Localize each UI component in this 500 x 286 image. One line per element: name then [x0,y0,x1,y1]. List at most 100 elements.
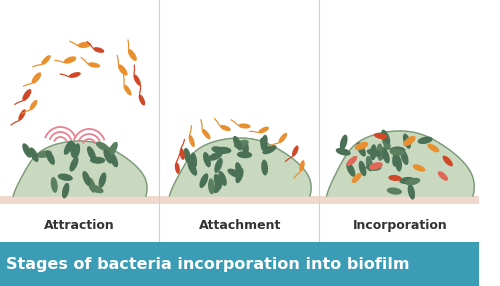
Bar [0,242,480,286]
Ellipse shape [258,127,269,133]
Ellipse shape [18,109,26,121]
Ellipse shape [388,175,402,181]
Ellipse shape [236,168,244,183]
Ellipse shape [110,152,118,167]
Ellipse shape [358,161,366,176]
Ellipse shape [442,156,453,166]
Ellipse shape [203,152,211,167]
Ellipse shape [32,72,42,84]
Ellipse shape [128,49,137,61]
Ellipse shape [70,157,78,172]
Ellipse shape [370,144,377,160]
Ellipse shape [64,140,73,155]
Ellipse shape [64,56,76,64]
Ellipse shape [212,146,226,154]
Ellipse shape [428,144,440,152]
Ellipse shape [299,160,304,172]
Ellipse shape [188,135,195,147]
Ellipse shape [214,174,222,189]
Ellipse shape [376,144,383,160]
Ellipse shape [403,136,415,146]
Ellipse shape [208,178,215,194]
Ellipse shape [390,146,406,154]
Ellipse shape [237,151,252,158]
Ellipse shape [37,150,52,158]
Ellipse shape [202,129,210,139]
Ellipse shape [346,156,358,166]
Ellipse shape [22,89,32,101]
Ellipse shape [78,42,91,48]
Ellipse shape [378,146,387,161]
Ellipse shape [403,134,411,149]
Ellipse shape [124,84,132,96]
Ellipse shape [382,130,390,144]
Ellipse shape [90,157,106,164]
Polygon shape [326,131,474,196]
Ellipse shape [366,164,382,171]
Ellipse shape [68,72,81,78]
Ellipse shape [369,162,383,170]
Ellipse shape [46,150,55,165]
Ellipse shape [82,171,91,186]
Ellipse shape [98,172,106,188]
Ellipse shape [218,171,227,186]
Ellipse shape [400,177,414,184]
Ellipse shape [395,156,402,172]
Ellipse shape [412,164,426,172]
Ellipse shape [190,152,197,168]
Ellipse shape [352,173,362,183]
Ellipse shape [340,135,347,150]
Ellipse shape [234,140,249,148]
Ellipse shape [382,148,390,164]
Ellipse shape [262,145,276,154]
Ellipse shape [367,149,382,157]
Ellipse shape [228,168,241,178]
Ellipse shape [188,161,197,176]
Ellipse shape [386,187,402,195]
Ellipse shape [418,136,432,144]
Ellipse shape [278,133,287,143]
Ellipse shape [22,143,32,158]
Polygon shape [13,141,147,196]
Ellipse shape [30,148,38,162]
Ellipse shape [96,142,110,151]
Ellipse shape [235,162,243,178]
Bar [0,196,480,204]
Ellipse shape [233,136,242,150]
Ellipse shape [200,173,208,188]
Ellipse shape [346,162,356,177]
Ellipse shape [50,177,58,193]
Ellipse shape [374,133,387,139]
Ellipse shape [180,148,184,160]
Ellipse shape [438,171,448,181]
Ellipse shape [405,178,420,185]
Ellipse shape [88,62,100,68]
Ellipse shape [138,94,145,106]
Ellipse shape [175,162,180,174]
Ellipse shape [93,47,104,53]
Text: Incorporation: Incorporation [352,219,447,232]
Ellipse shape [336,148,350,156]
Ellipse shape [216,147,232,154]
Ellipse shape [366,156,373,171]
Ellipse shape [292,146,298,156]
Ellipse shape [242,140,249,156]
Ellipse shape [88,177,96,193]
Ellipse shape [134,74,141,86]
Ellipse shape [400,150,408,165]
Ellipse shape [108,142,118,156]
Ellipse shape [70,142,77,158]
Text: Stages of bacteria incorporation into biofilm: Stages of bacteria incorporation into bi… [6,257,409,271]
Ellipse shape [382,135,390,150]
Ellipse shape [238,124,250,128]
Ellipse shape [354,142,368,150]
Ellipse shape [73,143,80,159]
Ellipse shape [62,183,70,198]
Text: Attraction: Attraction [44,219,115,232]
Ellipse shape [42,55,50,65]
Ellipse shape [261,160,268,176]
Ellipse shape [108,147,114,163]
Ellipse shape [118,64,128,76]
Ellipse shape [87,146,96,161]
Ellipse shape [260,135,268,151]
